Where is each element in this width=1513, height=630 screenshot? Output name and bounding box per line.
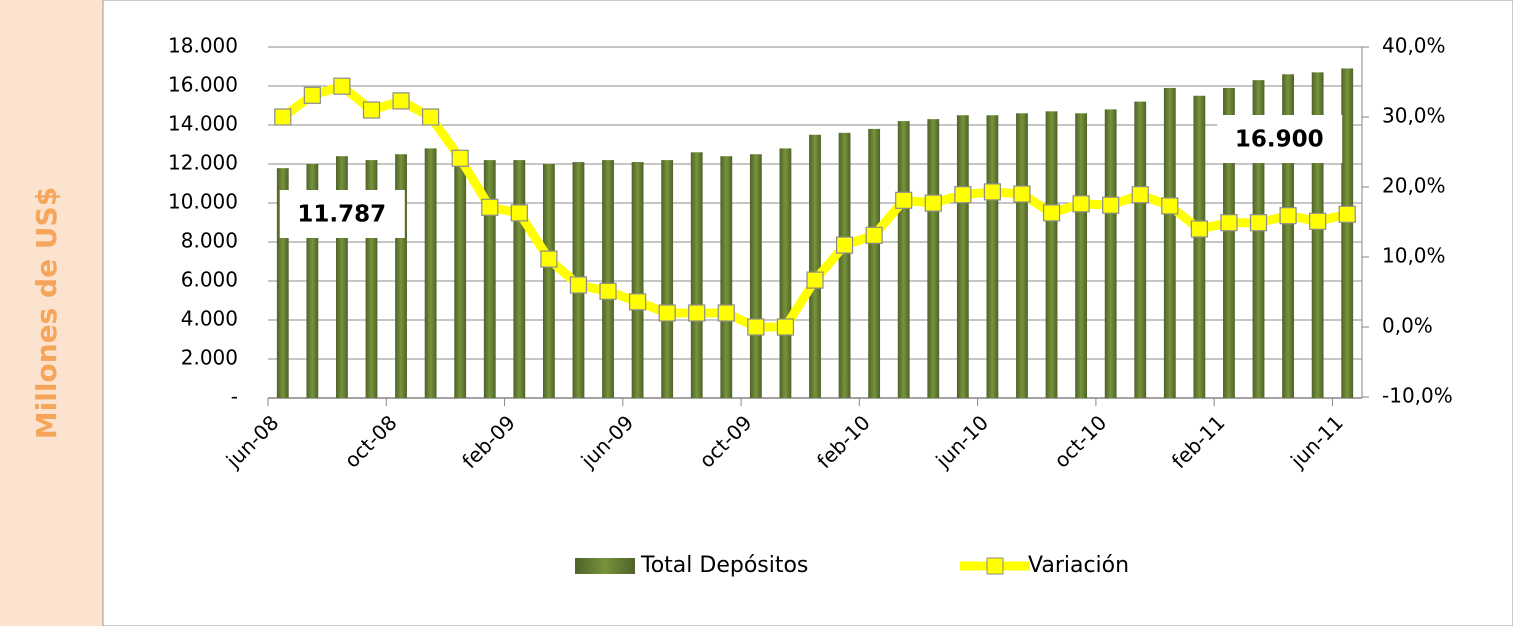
line-marker: [392, 92, 410, 110]
bar: [276, 168, 289, 398]
bar: [483, 160, 496, 398]
y-tick-label: 14.000: [168, 112, 238, 136]
bar: [395, 154, 407, 398]
bar: [1311, 72, 1324, 398]
line-marker: [895, 191, 913, 209]
bar: [868, 128, 881, 398]
bar: [809, 134, 821, 398]
legend-marker: [986, 557, 1004, 575]
y-tick-label: 18.000: [168, 34, 238, 58]
bar: [1223, 87, 1235, 398]
y-tick-label: 16.000: [168, 73, 238, 97]
y2-tick-label: 20,0%: [1382, 174, 1446, 198]
y2-tick-label: 0,0%: [1382, 314, 1433, 338]
data-label: 16.900: [1235, 127, 1324, 153]
bar: [1104, 109, 1117, 399]
legend-label: Total Depósitos: [640, 553, 808, 578]
line-marker: [983, 183, 1002, 201]
line-marker: [1309, 212, 1327, 230]
data-label: 11.787: [297, 202, 386, 228]
bar: [1075, 113, 1088, 399]
line-marker: [1013, 185, 1031, 203]
bar: [1134, 101, 1147, 398]
bar: [306, 164, 319, 398]
legend-swatch: [575, 558, 635, 574]
line-marker: [333, 77, 351, 95]
bar: [1045, 111, 1058, 398]
line-marker: [806, 271, 824, 289]
line-marker: [1072, 195, 1090, 213]
line-marker: [1220, 214, 1238, 232]
bar: [1163, 87, 1176, 398]
y2-tick-label: 30,0%: [1382, 104, 1446, 128]
line-marker: [362, 101, 381, 119]
line-marker: [924, 194, 942, 212]
line-marker: [303, 86, 321, 104]
line-marker: [451, 149, 469, 167]
y-tick-label: 8.000: [181, 229, 238, 253]
bar: [661, 160, 674, 398]
data-label-box: [1217, 115, 1343, 163]
y2-tick-label: 10,0%: [1382, 244, 1446, 268]
bar: [720, 156, 733, 398]
bar: [838, 132, 851, 399]
line-marker: [1161, 197, 1179, 215]
line-marker: [481, 198, 499, 216]
y-tick-label: 4.000: [181, 307, 238, 331]
bar: [927, 119, 940, 399]
y2-tick-label: 40,0%: [1382, 34, 1446, 58]
bar: [1341, 68, 1354, 398]
bar: [1016, 113, 1028, 399]
line-marker: [569, 276, 588, 294]
bar: [336, 156, 348, 398]
y-tick-label: 2.000: [181, 346, 238, 370]
y-tick-label: -: [231, 385, 238, 409]
bar: [1193, 95, 1206, 398]
line-marker: [628, 293, 647, 311]
bar: [690, 152, 703, 398]
line-marker: [717, 304, 735, 322]
line-marker: [1249, 214, 1268, 232]
line-marker: [835, 236, 854, 254]
line-marker: [865, 226, 883, 244]
line-marker: [510, 204, 528, 222]
y-tick-label: 12.000: [168, 151, 238, 175]
bar: [602, 160, 614, 398]
bar: [424, 148, 437, 398]
bar: [986, 115, 999, 398]
line-marker: [1338, 205, 1356, 223]
legend-label: Variación: [1028, 553, 1129, 578]
line-marker: [599, 282, 617, 300]
bar: [779, 148, 792, 398]
bar: [897, 121, 910, 398]
line-marker: [274, 108, 292, 126]
bar: [454, 154, 467, 398]
line-marker: [658, 304, 676, 322]
bar: [631, 162, 644, 398]
line-marker: [1131, 186, 1149, 204]
line-marker: [688, 304, 706, 322]
bar: [365, 160, 378, 398]
data-label-box: [279, 190, 405, 238]
line-marker: [954, 186, 972, 204]
bar: [1252, 80, 1265, 399]
line-marker: [776, 318, 795, 336]
line-marker: [540, 250, 558, 268]
bar: [956, 115, 969, 398]
line-marker: [1279, 207, 1297, 225]
bar: [749, 154, 762, 398]
bar: [513, 160, 526, 398]
y-axis-label: Millones de US$: [30, 187, 63, 439]
bar: [542, 164, 555, 398]
line-marker: [422, 108, 440, 126]
y2-tick-label: -10,0%: [1382, 384, 1453, 408]
line-marker: [1190, 220, 1208, 238]
bar: [1282, 74, 1294, 399]
line-marker: [747, 318, 765, 336]
line-marker: [1102, 196, 1120, 214]
line-marker: [1042, 204, 1061, 222]
y-tick-label: 10.000: [168, 190, 238, 214]
y-tick-label: 6.000: [181, 268, 238, 292]
